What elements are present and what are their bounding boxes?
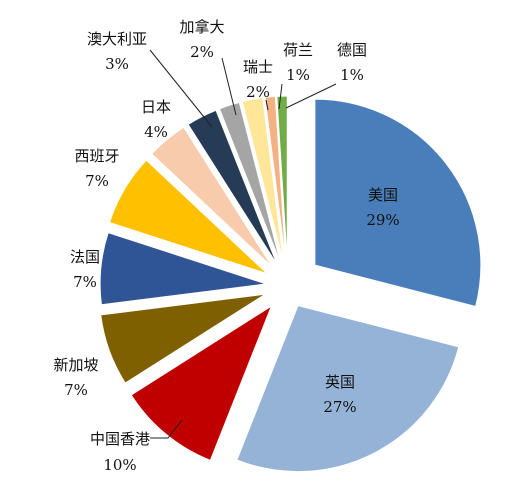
label-pct-us: 29% — [366, 211, 399, 229]
label-name-us: 美国 — [368, 186, 398, 204]
pie-slice-nl — [264, 95, 287, 263]
label-name-es: 西班牙 — [74, 147, 119, 165]
label-name-hk: 中国香港 — [90, 430, 150, 448]
label-pct-ch: 2% — [246, 83, 270, 101]
label-pct-au: 3% — [105, 55, 129, 73]
leader-line-de — [285, 83, 337, 109]
label-pct-hk: 10% — [103, 456, 136, 474]
leader-line-ca — [221, 57, 237, 116]
label-name-de: 德国 — [337, 41, 367, 59]
pie-slice-es — [108, 159, 268, 275]
label-name-sg: 新加坡 — [53, 356, 98, 374]
leader-line-hk — [150, 419, 183, 439]
pie-slice-hk — [130, 304, 273, 462]
leader-line-au — [149, 49, 213, 128]
label-name-au: 澳大利亚 — [87, 30, 147, 48]
pie-labels: 美国 29% 英国 27% 中国香港 10% 新加坡 7% 法国 7% 西班牙 … — [53, 18, 399, 474]
pie-slice-ch — [241, 97, 284, 263]
pie-slice-jp — [150, 126, 274, 268]
pie-slices — [99, 95, 482, 473]
pie-slice-us — [314, 98, 482, 308]
label-name-jp: 日本 — [141, 98, 171, 116]
pie-slice-de — [276, 95, 288, 263]
label-pct-es: 7% — [85, 172, 109, 190]
pie-slice-uk — [236, 305, 460, 473]
label-name-uk: 英国 — [325, 373, 355, 391]
leader-lines — [149, 49, 337, 439]
label-pct-sg: 7% — [64, 381, 88, 399]
pie-slice-fr — [99, 231, 267, 306]
pie-slice-au — [187, 109, 278, 265]
label-pct-ca: 2% — [190, 43, 214, 61]
label-name-ca: 加拿大 — [179, 18, 224, 36]
label-name-fr: 法国 — [70, 248, 100, 266]
label-pct-fr: 7% — [73, 273, 97, 291]
leader-line-ch — [265, 99, 269, 111]
label-pct-uk: 27% — [323, 398, 356, 416]
label-pct-de: 1% — [340, 66, 364, 84]
pie-slice-ca — [218, 101, 282, 264]
label-name-nl: 荷兰 — [283, 41, 313, 59]
pie-slice-sg — [100, 293, 266, 384]
leader-line-nl — [278, 83, 283, 110]
label-pct-nl: 1% — [286, 66, 310, 84]
label-name-ch: 瑞士 — [243, 58, 273, 76]
label-pct-jp: 4% — [144, 123, 168, 141]
